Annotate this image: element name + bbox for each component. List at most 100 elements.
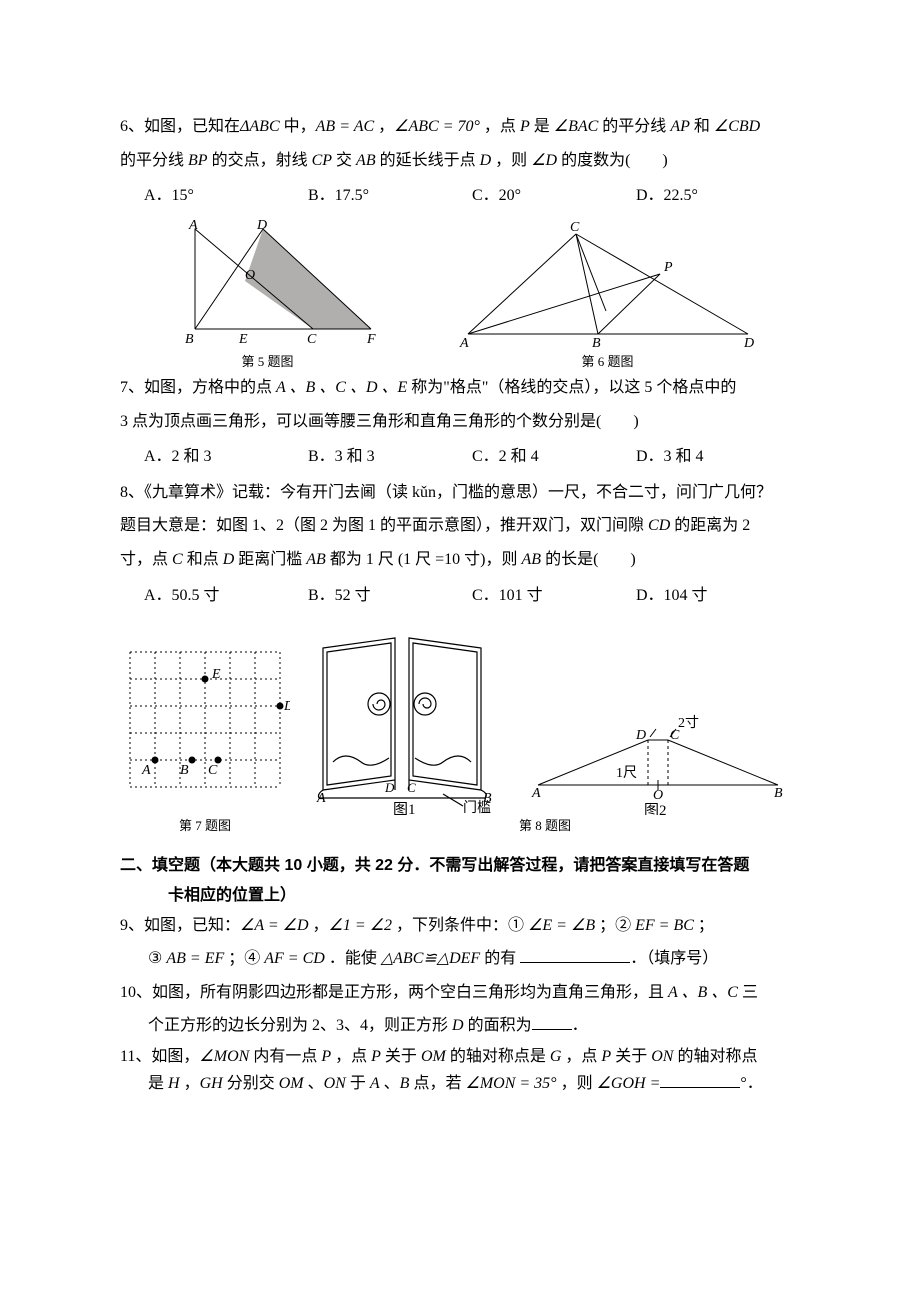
q8-optA: A．50.5 寸: [144, 579, 308, 613]
q11-l2m1: ，: [180, 1075, 200, 1092]
q11-l1m3: 关于: [381, 1048, 421, 1065]
q9-m4: ；: [694, 917, 714, 934]
fig5-C: C: [307, 332, 317, 347]
q9-l2m2: ．能使: [325, 950, 381, 967]
q10-tail: ．: [572, 1017, 588, 1034]
figrow-5-6: A D O B E C F 第 5 题图 A B D: [120, 219, 800, 371]
q11-l2pre: 是: [148, 1075, 168, 1092]
q7-options: A．2 和 3 B．3 和 3 C．2 和 4 D．3 和 4: [120, 440, 800, 474]
q11-l1end: 的轴对称点: [673, 1048, 757, 1065]
fig6-svg: A B D C P: [448, 219, 768, 349]
fig8b-1chi: 1尺: [616, 765, 637, 781]
section2-title: 二、填空题（本大题共 10 小题，共 22 分．不需写出解答过程，请把答案直接填…: [120, 849, 800, 883]
q11-l1m2: ，点: [331, 1048, 371, 1065]
q6-l2end: 的度数为( ): [557, 152, 668, 169]
fig8b-O: O: [653, 788, 663, 803]
q9-l2end: 的有: [480, 950, 520, 967]
q6-ab: AB: [356, 152, 376, 169]
fig6-A: A: [459, 336, 469, 349]
q7-optB: B．3 和 3: [308, 440, 472, 474]
q8-line3: 寸，点 C 和点 D 距离门槛 AB 都为 1 尺 (1 尺 =10 寸)，则 …: [120, 543, 800, 577]
q8-options: A．50.5 寸 B．52 寸 C．101 寸 D．104 寸: [120, 579, 800, 613]
q10-l2end: 的面积为: [464, 1017, 532, 1034]
q6-l2m2: 交: [332, 152, 356, 169]
q9-c3: ∠E = ∠B: [528, 917, 595, 934]
q11-l1pre: 11、如图，: [120, 1048, 199, 1065]
fig8b-A: A: [531, 786, 541, 801]
q6-l2m3: 的延长线于点: [376, 152, 480, 169]
q8-c: C: [172, 551, 183, 568]
fig6-D: D: [743, 336, 754, 349]
q9-pre: 9、如图，已知：: [120, 917, 240, 934]
fig6-C: C: [570, 220, 580, 235]
fig5-caption: 第 5 题图: [153, 353, 383, 371]
q9-blank: [520, 948, 630, 963]
q10-abc: A 、B 、C: [668, 984, 738, 1001]
q9-c5: AB = EF: [166, 950, 224, 967]
fig7-E: E: [211, 667, 221, 682]
q6-optC: C．20°: [472, 179, 636, 213]
q6-m5: 的平分线: [598, 118, 670, 135]
fig8-door-svg: A B D C 门槛 图1: [303, 630, 503, 815]
q10-l1end: 三: [738, 984, 758, 1001]
q6-tri: ΔABC: [240, 118, 280, 135]
fig8a-D: D: [384, 780, 395, 795]
q7-line1: 7、如图，方格中的点 A 、B 、C 、D 、E 称为"格点"（格线的交点），以…: [120, 371, 800, 405]
q8-optB: B．52 寸: [308, 579, 472, 613]
q8-line2: 题目大意是：如图 1、2（图 2 为图 1 的平面示意图），推开双门，双门间隙 …: [120, 509, 800, 543]
q11-l2m5: 、: [380, 1075, 400, 1092]
q6-P: P: [520, 118, 530, 135]
q6-optD: D．22.5°: [636, 179, 800, 213]
q6-cbd: ∠CBD: [714, 118, 760, 135]
q11-p2: P: [371, 1048, 381, 1065]
q6-eq2: ∠ABC = 70°: [394, 118, 480, 135]
q8-l3end: 的长是( ): [541, 551, 636, 568]
q9-c4: EF = BC: [635, 917, 694, 934]
q8-optD: D．104 寸: [636, 579, 800, 613]
fig7-A: A: [141, 763, 151, 778]
q8-l3m3: 都为 1 尺 (1 尺 =10 寸)，则: [326, 551, 522, 568]
q8-cd: CD: [648, 517, 670, 534]
fig5-O: O: [245, 268, 255, 283]
q11-h: H: [168, 1075, 180, 1092]
q6-angd: ∠D: [531, 152, 557, 169]
q8-ab2: AB: [522, 551, 542, 568]
q10-d: D: [452, 1017, 464, 1034]
q8-l3m1: 和点: [183, 551, 223, 568]
q11-om2: OM: [279, 1075, 304, 1092]
q9-c6: AF = CD: [264, 950, 325, 967]
q11-l1m4: 的轴对称点是: [446, 1048, 550, 1065]
q11-l2m4: 于: [346, 1075, 370, 1092]
q9-tail: ．（填序号）: [630, 950, 718, 967]
q8-line1: 8、《九章算术》记载：今有开门去阃（读 kǔn，门槛的意思）一尺，不合二寸，问门…: [120, 476, 800, 510]
fig7-svg: E D A B C: [120, 642, 290, 797]
fig6-caption: 第 6 题图: [448, 353, 768, 371]
q7-optD: D．3 和 4: [636, 440, 800, 474]
q6-eq1: AB = AC: [316, 118, 375, 135]
q6-optB: B．17.5°: [308, 179, 472, 213]
q11-deg: °．: [740, 1075, 762, 1092]
q8-optC: C．101 寸: [472, 579, 636, 613]
fig8a-menkan: 门槛: [463, 800, 491, 815]
fig8b-D: D: [635, 728, 646, 743]
fig5-svg: A D O B E C F: [153, 219, 383, 349]
q6-pre: 6、如图，已知在: [120, 118, 240, 135]
fig8b-sub: 图2: [644, 802, 667, 815]
q7-line2: 3 点为顶点画三角形，可以画等腰三角形和直角三角形的个数分别是( ): [120, 405, 800, 439]
q6-m4: 是: [530, 118, 554, 135]
q6-m2: ，: [374, 118, 394, 135]
q11-gh: GH: [200, 1075, 223, 1092]
q11-b: B: [400, 1075, 410, 1092]
q11-p3: P: [601, 1048, 611, 1065]
q11-line1: 11、如图，∠MON 内有一点 P ，点 P 关于 OM 的轴对称点是 G ，点…: [120, 1043, 800, 1070]
fig8a-A: A: [316, 791, 326, 806]
fig7-C: C: [208, 763, 218, 778]
q10-l1pre: 10、如图，所有阴影四边形都是正方形，两个空白三角形均为直角三角形，且: [120, 984, 668, 1001]
q6-ap: AP: [670, 118, 690, 135]
q11-l2m6: 点，若: [409, 1075, 465, 1092]
q11-ang: ∠MON: [199, 1048, 249, 1065]
section2-pre: 二、填空题（本大题共 10 小题，共 22 分．不需写出解答过程，请把答案直接填…: [120, 857, 717, 874]
q7-pre: 7、如图，方格中的点: [120, 379, 276, 396]
q6-l2pre: 的平分线: [120, 152, 188, 169]
fig5-D: D: [256, 219, 267, 233]
